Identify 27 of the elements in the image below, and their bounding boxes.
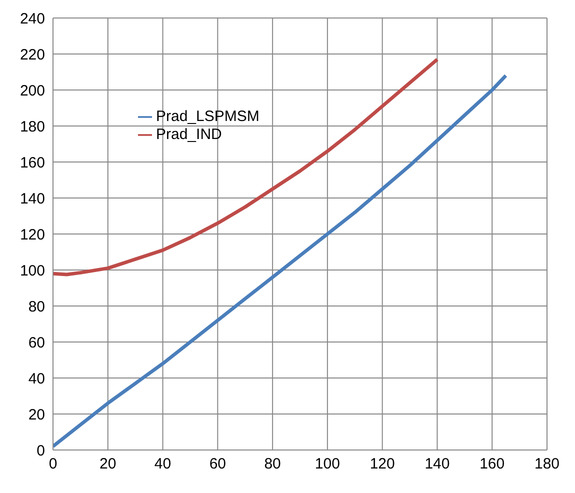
x-tick-label: 120 xyxy=(370,456,395,473)
x-tick-label: 20 xyxy=(100,456,116,473)
line-series xyxy=(53,74,508,448)
y-tick-label: 160 xyxy=(20,154,45,172)
x-tick-label: 60 xyxy=(209,456,226,473)
y-tick-label: 0 xyxy=(36,442,45,460)
x-tick-label: 100 xyxy=(314,456,340,473)
x-tick-label: 160 xyxy=(480,456,505,473)
y-tick-label: 100 xyxy=(20,262,45,280)
y-tick-label: 140 xyxy=(20,190,45,208)
y-tick-label: 200 xyxy=(20,82,45,100)
x-tick-label: 40 xyxy=(154,456,172,473)
y-tick-label: 20 xyxy=(28,406,45,424)
x-tick-label: 0 xyxy=(48,456,58,473)
line-series xyxy=(53,58,439,276)
x-tick-label: 180 xyxy=(534,456,560,473)
y-tick-label: 60 xyxy=(28,334,45,352)
legend-label: Prad_LSPMSM xyxy=(156,108,260,125)
y-tick-label: 240 xyxy=(20,10,45,28)
y-tick-label: 220 xyxy=(20,46,45,64)
legend-label: Prad_IND xyxy=(156,126,222,143)
x-tick-label: 80 xyxy=(264,456,281,473)
y-tick-label: 180 xyxy=(20,118,45,136)
x-tick-label: 140 xyxy=(424,456,450,473)
y-tick-label: 80 xyxy=(28,298,45,316)
y-tick-label: 120 xyxy=(20,226,45,244)
y-tick-label: 40 xyxy=(28,370,45,388)
